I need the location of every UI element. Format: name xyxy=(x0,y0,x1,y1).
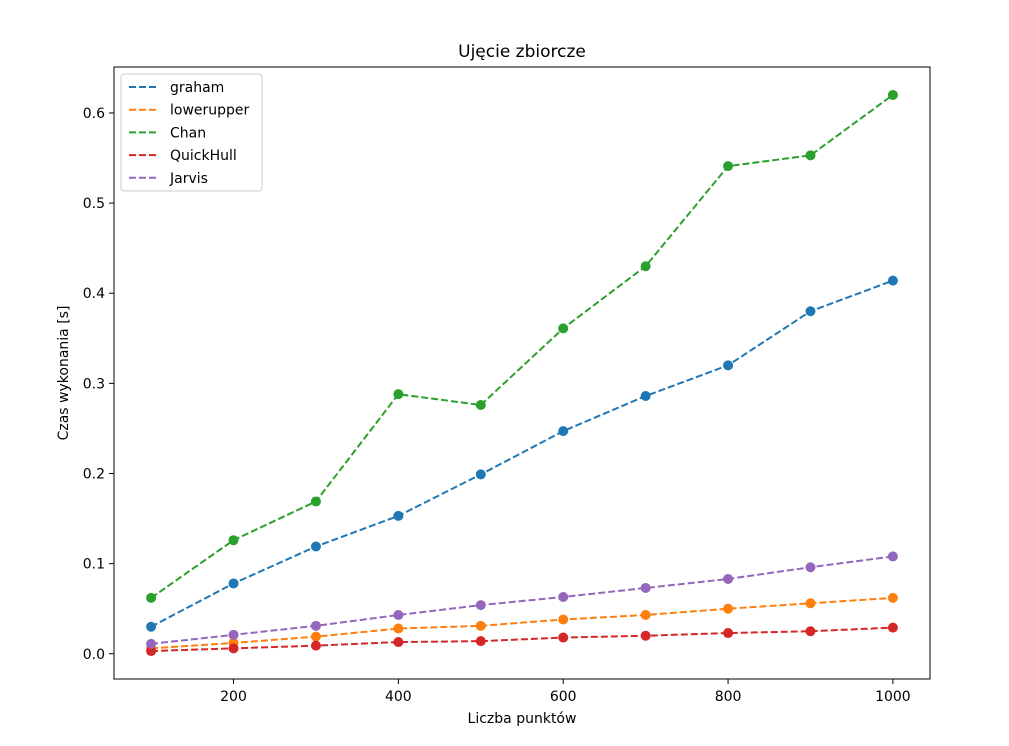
data-point-quickhull xyxy=(475,636,486,647)
data-point-graham xyxy=(640,390,651,401)
data-point-chan xyxy=(558,323,569,334)
series-line-jarvis xyxy=(150,555,894,645)
data-point-jarvis xyxy=(310,620,321,631)
series-chan xyxy=(146,89,898,603)
legend: graham lowerupper Chan QuickHull Jarvis xyxy=(120,73,263,192)
legend-label-quickhull: QuickHull xyxy=(170,148,237,164)
data-point-chan xyxy=(723,161,734,172)
series-layer xyxy=(146,89,898,657)
data-point-graham xyxy=(393,510,404,521)
data-point-chan xyxy=(640,261,651,272)
data-point-lowerupper xyxy=(558,614,569,625)
series-line-lowerupper xyxy=(151,596,893,650)
x-axis-label: Liczba punktów xyxy=(468,711,577,727)
y-tick-label: 0.2 xyxy=(83,466,105,482)
data-point-graham xyxy=(723,360,734,371)
data-point-lowerupper xyxy=(723,603,734,614)
data-point-jarvis xyxy=(558,591,569,602)
data-point-chan xyxy=(228,535,239,546)
y-tick-label: 0.6 xyxy=(83,106,105,122)
data-point-graham xyxy=(475,469,486,480)
data-point-quickhull xyxy=(558,632,569,643)
data-point-lowerupper xyxy=(393,623,404,634)
axes-layer: 200 400 600 800 1000 0.0 0.1 0.2 0.3 0.4 0.5 0.6 xyxy=(83,106,911,705)
data-point-quickhull xyxy=(146,646,157,657)
y-tick-label: 0.5 xyxy=(83,196,105,212)
data-point-graham xyxy=(228,578,239,589)
data-point-quickhull xyxy=(393,637,404,648)
x-tick-label: 400 xyxy=(385,689,412,705)
series-quickhull xyxy=(146,622,898,657)
data-point-jarvis xyxy=(640,582,651,593)
data-point-lowerupper xyxy=(475,620,486,631)
series-graham xyxy=(146,275,898,632)
x-tick-label: 1000 xyxy=(875,689,911,705)
data-point-graham xyxy=(887,275,898,286)
data-point-jarvis xyxy=(146,638,157,649)
data-point-chan xyxy=(475,399,486,410)
data-point-graham xyxy=(558,426,569,437)
data-point-lowerupper xyxy=(310,631,321,642)
data-point-quickhull xyxy=(228,643,239,654)
x-tick-label: 800 xyxy=(715,689,742,705)
legend-label-lowerupper: lowerupper xyxy=(170,103,250,119)
data-point-chan xyxy=(887,89,898,100)
legend-box xyxy=(120,73,263,192)
data-point-chan xyxy=(805,150,816,161)
legend-label-chan: Chan xyxy=(170,125,206,141)
series-line-quickhull xyxy=(151,626,893,653)
data-point-quickhull xyxy=(805,626,816,637)
data-point-quickhull xyxy=(887,622,898,633)
y-tick-label: 0.4 xyxy=(83,286,105,302)
data-point-quickhull xyxy=(310,640,321,651)
data-point-quickhull xyxy=(723,628,734,639)
data-point-jarvis xyxy=(393,610,404,621)
y-tick-label: 0.3 xyxy=(83,376,105,392)
data-point-jarvis xyxy=(887,551,898,562)
data-point-graham xyxy=(146,621,157,632)
chart-title: Ujęcie zbiorcze xyxy=(458,42,586,62)
data-point-graham xyxy=(310,541,321,552)
data-point-jarvis xyxy=(228,629,239,640)
data-point-quickhull xyxy=(640,630,651,641)
y-axis-label: Czas wykonania [s] xyxy=(56,306,72,441)
series-line-graham xyxy=(150,279,894,628)
data-point-lowerupper xyxy=(805,598,816,609)
series-line-chan xyxy=(150,94,894,599)
data-point-chan xyxy=(310,496,321,507)
data-point-lowerupper xyxy=(887,592,898,603)
data-point-chan xyxy=(146,592,157,603)
data-point-jarvis xyxy=(723,573,734,584)
legend-label-jarvis: Jarvis xyxy=(169,171,208,187)
data-point-graham xyxy=(805,306,816,317)
x-tick-label: 600 xyxy=(550,689,577,705)
legend-label-graham: graham xyxy=(170,80,224,96)
series-jarvis xyxy=(146,551,898,649)
data-point-jarvis xyxy=(805,562,816,573)
y-tick-label: 0.0 xyxy=(83,647,105,663)
y-tick-label: 0.1 xyxy=(83,557,105,573)
data-point-lowerupper xyxy=(640,610,651,621)
x-tick-label: 200 xyxy=(220,689,247,705)
data-point-jarvis xyxy=(475,600,486,611)
data-point-chan xyxy=(393,389,404,400)
